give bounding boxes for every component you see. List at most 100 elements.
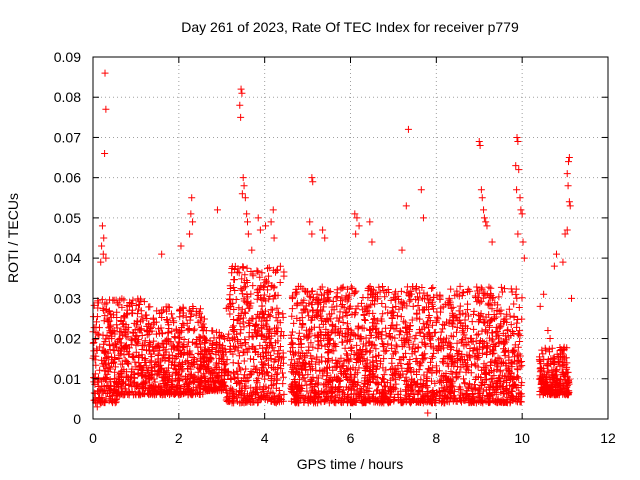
y-tick-label: 0.05 [54,210,81,226]
data-point [324,358,332,366]
data-point [480,206,488,214]
data-point [195,333,203,341]
data-point [90,389,98,397]
data-point [153,307,161,315]
data-point [238,190,246,198]
data-point [145,346,153,354]
data-point [232,296,240,304]
data-point [270,358,278,366]
data-point [163,387,171,395]
data-point [272,370,280,378]
data-point [244,218,251,226]
data-point [231,345,239,353]
data-point [229,386,237,394]
data-point [439,359,447,367]
data-point [187,375,195,383]
data-point [295,329,303,337]
data-point [395,331,403,339]
data-point [352,230,360,238]
data-point [496,323,504,331]
data-point [145,391,153,399]
data-point [408,316,416,324]
data-point [239,263,247,271]
data-point [90,301,98,309]
data-point [141,337,149,345]
data-point [201,339,209,347]
data-point [158,314,166,322]
data-point [230,283,238,291]
data-point [536,365,544,373]
data-point [230,305,238,313]
data-point [132,348,140,356]
data-point [236,320,244,328]
data-point [118,331,126,339]
data-point [563,170,571,178]
data-point [188,194,196,202]
data-point [196,305,204,313]
data-point [417,186,425,194]
data-point [186,230,194,238]
data-point [276,262,284,270]
data-point [134,381,142,389]
data-point [274,337,282,345]
data-point [473,355,481,363]
data-point [145,321,153,329]
x-tick-label: 12 [600,430,616,446]
data-point [129,379,137,387]
data-point [249,282,257,290]
data-point [142,311,150,319]
data-point [106,317,114,325]
data-point [546,335,554,343]
data-point [237,285,245,293]
data-point [513,133,521,141]
data-point [239,264,247,272]
data-point [227,285,235,293]
data-point [270,266,278,274]
data-point [274,364,282,372]
data-point [388,354,396,362]
data-point [222,360,230,368]
data-point [197,385,205,393]
data-point [237,366,245,374]
data-point [162,303,170,311]
data-point [388,371,396,379]
data-point [258,269,266,277]
data-point [98,222,106,230]
data-point [512,162,520,170]
data-point [447,304,455,312]
data-point [381,293,389,301]
data-point [439,325,447,333]
data-point [138,346,146,354]
data-point [237,113,245,121]
data-point [220,382,228,390]
data-point [252,383,260,391]
data-point [165,303,173,311]
data-point [252,389,260,397]
data-point [208,369,216,377]
y-tick-label: 0.02 [54,331,81,347]
data-point [478,194,486,202]
data-point [248,395,256,403]
data-point [131,358,139,366]
data-point [260,335,268,343]
data-point [241,382,249,390]
data-point [153,371,161,379]
data-point [550,262,558,270]
data-point [143,315,151,323]
data-point [243,210,251,218]
data-point [254,292,262,300]
data-point [280,332,288,340]
data-point [101,150,109,158]
data-point [204,346,212,354]
data-point [116,377,124,385]
data-point [113,308,121,316]
data-point [193,387,201,395]
data-point [272,314,280,322]
data-point [231,375,239,383]
data-point [156,382,164,390]
data-point [167,310,175,318]
data-point [225,330,233,338]
data-point [117,318,125,326]
data-point [228,392,236,400]
data-point [235,352,243,360]
